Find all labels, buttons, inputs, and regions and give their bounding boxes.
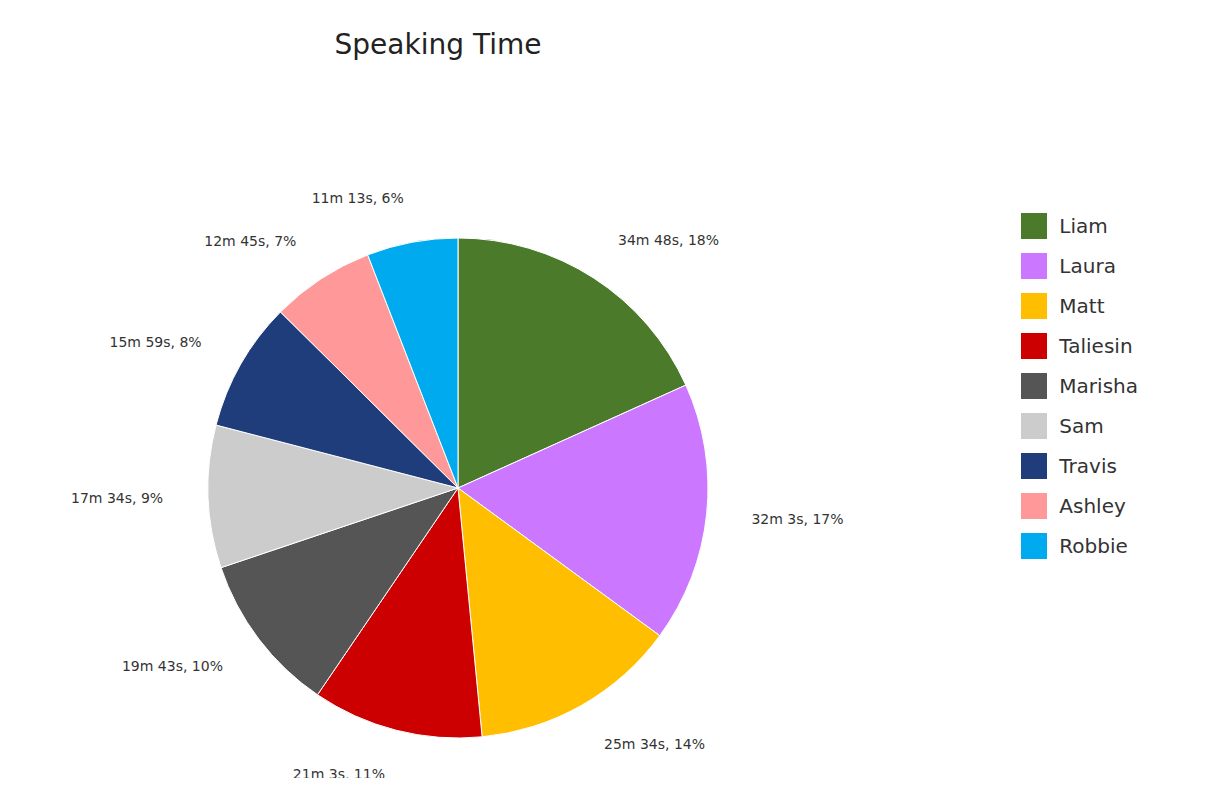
html-text:Liam: Liam: [1059, 214, 1108, 238]
html-text:Ashley: Ashley: [1059, 494, 1126, 518]
html-text:Sam: Sam: [1059, 414, 1104, 438]
svg-text:19m 43s, 10%: 19m 43s, 10%: [122, 658, 223, 674]
svg-text:11m 13s, 6%: 11m 13s, 6%: [312, 190, 404, 206]
html-text:Robbie: Robbie: [1059, 534, 1128, 558]
html-text:Laura: Laura: [1059, 254, 1116, 278]
html-text:Matt: Matt: [1059, 294, 1105, 318]
svg-text:32m 3s, 17%: 32m 3s, 17%: [751, 511, 843, 527]
svg-text:21m 3s, 11%: 21m 3s, 11%: [293, 766, 385, 778]
svg-text:12m 45s, 7%: 12m 45s, 7%: [204, 233, 296, 249]
html-text:Marisha: Marisha: [1059, 374, 1138, 398]
html-text:Speaking Time: Speaking Time: [334, 28, 542, 61]
html-text:Taliesin: Taliesin: [1059, 334, 1133, 358]
html-text:Travis: Travis: [1059, 454, 1117, 478]
svg-text:25m 34s, 14%: 25m 34s, 14%: [604, 736, 705, 752]
svg-text:34m 48s, 18%: 34m 48s, 18%: [618, 232, 719, 248]
svg-text:15m 59s, 8%: 15m 59s, 8%: [110, 334, 202, 350]
svg-text:17m 34s, 9%: 17m 34s, 9%: [71, 490, 163, 506]
